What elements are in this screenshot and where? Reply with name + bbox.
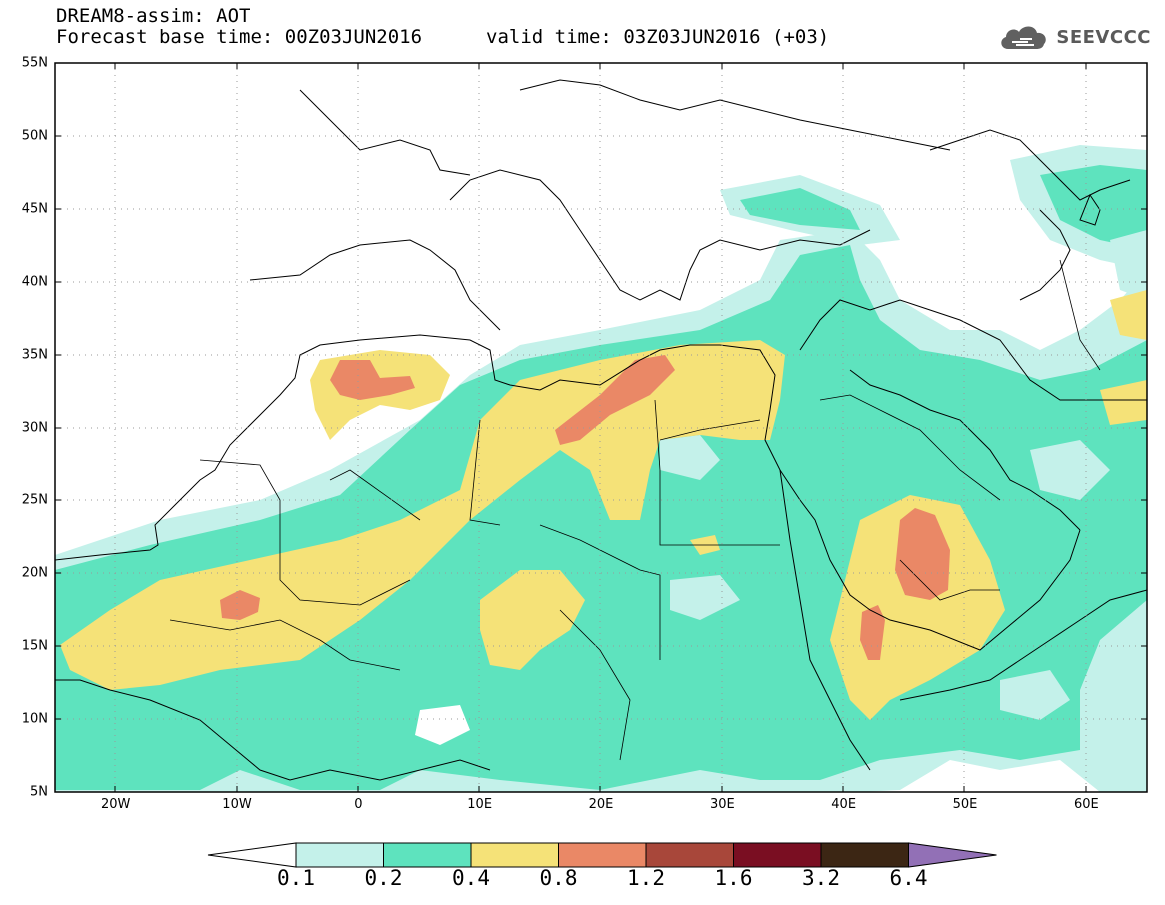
seevccc-logo: SEEVCCC <box>998 22 1151 52</box>
map-title: DREAM8-assim: AOT Forecast base time: 00… <box>56 6 829 48</box>
colorbar-level-label: 0.1 <box>277 866 315 890</box>
lat-tick-label: 10N <box>21 711 48 727</box>
lon-tick-label: 10E <box>467 797 493 812</box>
lon-tick-label: 30E <box>709 797 735 812</box>
colorbar-level-label: 1.2 <box>627 866 665 890</box>
lat-tick-label: 25N <box>21 492 48 508</box>
borders <box>169 259 1101 761</box>
time-line: Forecast base time: 00Z03JUN2016 valid ti… <box>56 27 829 48</box>
product-title: DREAM8-assim: AOT <box>56 5 251 27</box>
aot-band-0.8-1.2 <box>220 355 950 660</box>
colorbar-box <box>295 842 384 868</box>
graticule <box>55 63 1147 792</box>
logo-text: SEEVCCC <box>1056 26 1151 48</box>
aot-low-pockets <box>415 230 1147 745</box>
lon-tick-label: 10W <box>222 797 252 812</box>
lon-tick-label: 50E <box>952 797 978 812</box>
colorbar-level-label: 3.2 <box>802 866 840 890</box>
colorbar-below-arrow <box>207 842 297 868</box>
colorbar-level-label: 0.4 <box>452 866 490 890</box>
colorbar-level-label: 0.2 <box>364 866 403 890</box>
lat-tick-label: 55N <box>21 55 48 71</box>
colorbar-above-arrow <box>908 842 997 868</box>
lat-tick-label: 50N <box>21 128 48 144</box>
lat-tick-label: 40N <box>21 274 48 290</box>
cloud-icon <box>1001 26 1047 49</box>
base-time: Forecast base time: 00Z03JUN2016 <box>56 26 423 48</box>
colorbar-box <box>733 842 822 868</box>
lat-tick-label: 15N <box>21 638 48 654</box>
colorbar-box <box>820 842 909 868</box>
colorbar-level-label: 1.6 <box>714 866 753 890</box>
colorbar-box <box>558 842 647 868</box>
colorbar-box <box>645 842 734 868</box>
lat-tick-label: 5N <box>30 784 48 800</box>
lat-tick-label: 45N <box>21 201 48 217</box>
lon-tick-label: 60E <box>1073 797 1099 812</box>
lat-tick-label: 35N <box>21 347 48 363</box>
lon-tick-label: 0 <box>354 797 363 812</box>
valid-time: valid time: 03Z03JUN2016 (+03) <box>486 26 830 48</box>
lat-tick-label: 20N <box>21 565 48 581</box>
axis-ticks <box>55 63 1147 792</box>
lat-tick-label: 30N <box>21 420 48 435</box>
colorbar-level-label: 0.8 <box>539 866 578 890</box>
lon-tick-label: 20E <box>588 797 614 812</box>
lon-tick-label: 40E <box>831 797 857 812</box>
colorbar-box <box>383 842 472 868</box>
colorbar-level-label: 6.4 <box>889 866 928 890</box>
lon-tick-label: 20W <box>100 797 131 812</box>
colorbar-box <box>470 842 559 868</box>
